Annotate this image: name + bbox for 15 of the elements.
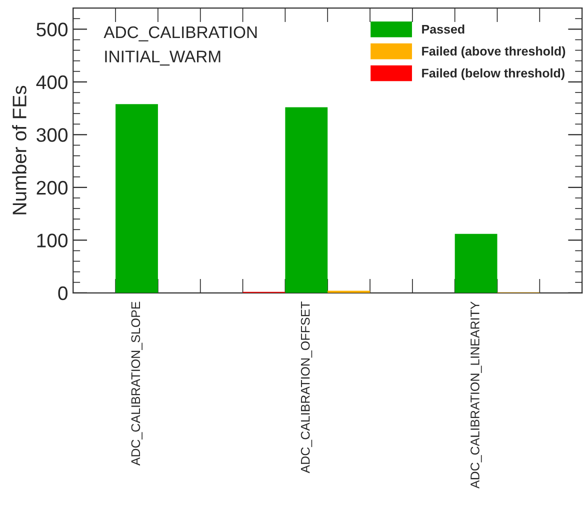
x-tick-label: ADC_CALIBRATION_OFFSET bbox=[300, 302, 312, 474]
legend-label: Failed (below threshold) bbox=[422, 68, 564, 80]
annotation: INITIAL_WARM bbox=[105, 50, 220, 66]
legend-label: Passed bbox=[422, 24, 464, 34]
annotation: ADC_CALIBRATION bbox=[104, 26, 257, 42]
y-tick-label: 100 bbox=[37, 234, 68, 248]
y-axis-title: Number of FEs bbox=[12, 86, 26, 214]
y-tick-label: 200 bbox=[36, 180, 68, 195]
legend-label: Failed (above threshold) bbox=[422, 46, 566, 58]
x-tick-label: ADC_CALIBRATION_LINEARITY bbox=[470, 302, 482, 489]
y-tick-label: 500 bbox=[36, 22, 68, 36]
y-tick-label: 300 bbox=[36, 128, 68, 142]
x-tick-label: ADC_CALIBRATION_SLOPE bbox=[131, 302, 142, 466]
y-tick-label: 0 bbox=[58, 286, 68, 300]
y-tick-label: 400 bbox=[36, 75, 68, 90]
